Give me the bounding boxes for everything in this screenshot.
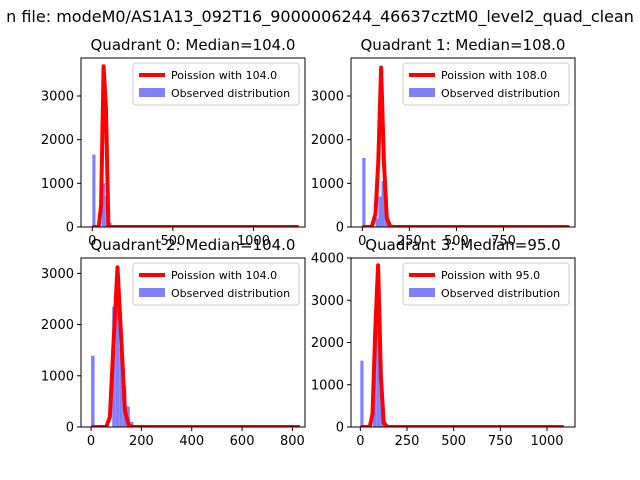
x-tick-label: 0 — [87, 434, 95, 449]
y-tick-label: 2000 — [41, 318, 74, 333]
x-tick-label: 800 — [280, 434, 305, 449]
legend-box — [132, 262, 300, 306]
x-tick-label: 500 — [160, 234, 185, 249]
observed-bar — [381, 181, 385, 227]
x-tick-label: 250 — [395, 434, 420, 449]
y-tick-label: 3000 — [41, 89, 74, 104]
legend-label: Poission with 104.0 — [171, 69, 277, 82]
y-tick-label: 3000 — [41, 267, 74, 282]
subplot-quadrant-0: 0 1000 2000 3000 0 500 1000 Poission with 104.0… — [41, 57, 306, 249]
legend-label: Poission with 95.0 — [441, 269, 540, 282]
observed-bar — [119, 347, 123, 427]
observed-bar — [360, 360, 364, 427]
poisson-curve — [360, 263, 564, 427]
y-tick-label: 3000 — [311, 89, 344, 104]
x-tick-label: 1000 — [237, 234, 270, 249]
legend: Poission with 104.0 Observed distribution — [132, 62, 300, 106]
observed-bar — [101, 183, 106, 227]
subplot-quadrant-2: 0 1000 2000 3000 0 200 400 600 800 Poission with … — [41, 257, 306, 449]
y-tick-label: 1000 — [41, 369, 74, 384]
x-tick-label: 0 — [358, 234, 366, 249]
legend-label: Observed distribution — [441, 287, 560, 300]
observed-bar — [378, 196, 382, 227]
x-tick-label: 750 — [488, 434, 513, 449]
figure-suptitle: n file: modeM0/AS1A13_092T16_9000006244_… — [6, 7, 634, 27]
subplot-title: Quadrant 1: Median=108.0 — [361, 36, 566, 54]
axes-frame — [350, 57, 576, 228]
legend-box — [402, 262, 570, 306]
axes-frame — [80, 257, 306, 428]
legend-label: Observed distribution — [171, 87, 290, 100]
subplot-quadrant-1: 0 1000 2000 3000 0 250 500 750 Poission with 108… — [311, 57, 576, 249]
x-tick-label: 1000 — [530, 434, 563, 449]
poisson-curve — [362, 65, 570, 227]
y-tick-label: 0 — [336, 421, 344, 436]
x-tick-label: 250 — [397, 234, 422, 249]
legend-label: Observed distribution — [441, 87, 560, 100]
x-tick-label: 0 — [356, 434, 364, 449]
legend-patch-swatch — [139, 288, 165, 297]
observed-bar — [362, 158, 366, 227]
y-tick-label: 1000 — [311, 177, 344, 192]
y-tick-label: 0 — [66, 421, 74, 436]
subplot-title: Quadrant 2: Median=104.0 — [91, 236, 296, 254]
poisson-curve — [92, 64, 299, 227]
legend: Poission with 108.0 Observed distribution — [402, 62, 570, 106]
legend-label: Observed distribution — [171, 287, 290, 300]
observed-bar — [115, 291, 120, 427]
legend-box — [132, 62, 300, 106]
legend-patch-swatch — [409, 288, 435, 297]
y-tick-label: 1000 — [41, 177, 74, 192]
y-tick-label: 3000 — [311, 294, 344, 309]
subplot-quadrant-3: 0 1000 2000 3000 4000 0 250 500 750 1000 Poission … — [311, 252, 576, 449]
y-tick-label: 2000 — [41, 133, 74, 148]
x-tick-label: 400 — [179, 434, 204, 449]
legend-label: Poission with 108.0 — [441, 69, 547, 82]
y-tick-label: 2000 — [311, 133, 344, 148]
x-tick-label: 0 — [88, 234, 96, 249]
x-tick-label: 600 — [230, 434, 255, 449]
observed-bar — [375, 218, 379, 227]
subplot-title: Quadrant 0: Median=104.0 — [91, 36, 296, 54]
x-tick-label: 200 — [129, 434, 154, 449]
y-tick-label: 0 — [66, 221, 74, 236]
legend-box — [402, 62, 570, 106]
x-tick-label: 750 — [491, 234, 516, 249]
y-tick-label: 0 — [336, 221, 344, 236]
observed-bar — [91, 355, 95, 427]
observed-bar — [376, 329, 380, 427]
legend: Poission with 95.0 Observed distribution — [402, 262, 570, 306]
subplot-title: Quadrant 3: Median=95.0 — [365, 236, 560, 254]
axes-frame — [80, 57, 306, 228]
observed-bar — [92, 154, 96, 227]
legend-patch-swatch — [409, 88, 435, 97]
legend: Poission with 104.0 Observed distribution — [132, 262, 300, 306]
y-tick-label: 2000 — [311, 336, 344, 351]
poisson-curve — [91, 265, 300, 427]
legend-patch-swatch — [139, 88, 165, 97]
y-tick-label: 4000 — [311, 252, 344, 267]
x-tick-label: 500 — [444, 234, 469, 249]
x-tick-label: 500 — [441, 434, 466, 449]
legend-label: Poission with 104.0 — [171, 269, 277, 282]
y-tick-label: 1000 — [311, 378, 344, 393]
